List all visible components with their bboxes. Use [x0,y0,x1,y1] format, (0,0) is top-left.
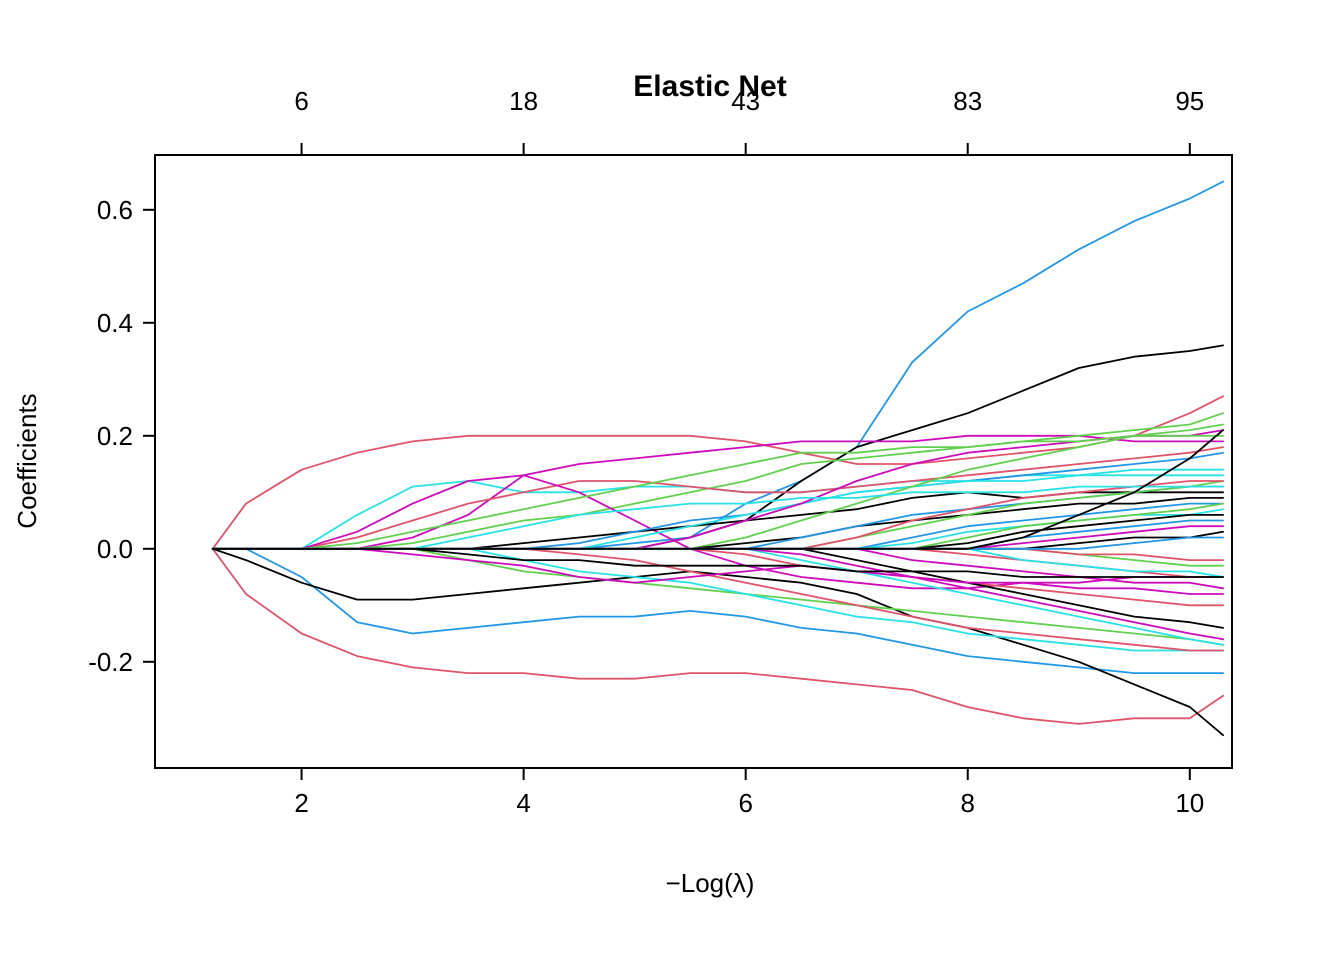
y-tick-label: 0.2 [97,421,133,451]
top-tick-label: 18 [509,86,538,116]
series-line [211,547,1224,646]
series-line [211,547,1224,646]
top-tick-label: 83 [953,86,982,116]
series-line [211,468,1224,550]
x-axis-label: −Log(λ) [666,868,755,898]
x-tick-label: 4 [516,788,530,818]
series-line [211,474,1224,590]
y-tick-label: 0.4 [97,308,133,338]
axes: 2 4 6 8 10 6 18 43 83 95 0.6 0.4 0.2 0.0 -0.2 [88,86,1204,818]
y-tick-label: 0.6 [97,195,133,225]
top-tick-label: 95 [1175,86,1204,116]
series-line [211,547,1224,595]
top-tick-label: 43 [731,86,760,116]
x-tick-label: 2 [294,788,308,818]
series-line [211,434,1224,550]
top-tick-label: 6 [294,86,308,116]
series-line [211,547,1224,725]
series-line [211,446,1224,550]
series-line [211,547,1224,561]
series-lines [211,180,1224,737]
series-line [211,429,1224,550]
series-line [211,412,1224,550]
series-line [211,434,1224,550]
y-axis-label: Coefficients [12,393,42,528]
x-tick-label: 8 [961,788,975,818]
y-tick-label: 0.0 [97,534,133,564]
plot-border [154,154,1233,769]
x-tick-label: 10 [1175,788,1204,818]
series-line [211,547,1224,674]
x-tick-label: 6 [738,788,752,818]
chart-title: Elastic Net [633,70,786,103]
series-line [211,395,1224,550]
y-tick-label: -0.2 [88,647,133,677]
